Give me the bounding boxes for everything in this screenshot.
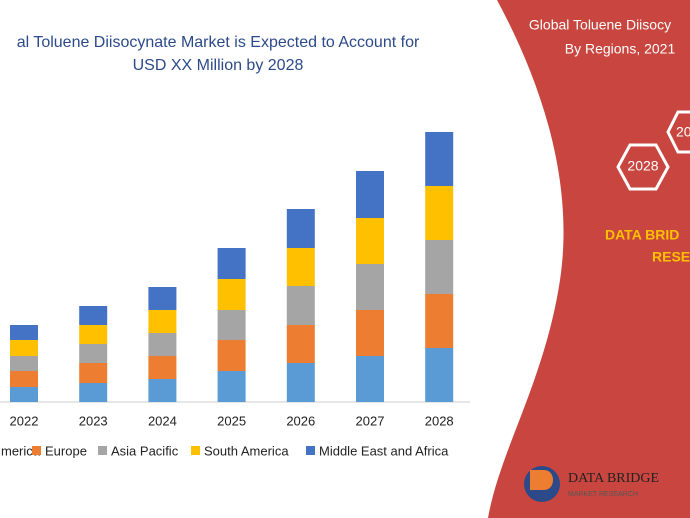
hexagon-label: 20 — [676, 124, 690, 140]
bar-segment — [10, 325, 38, 340]
bar-segment — [425, 294, 454, 348]
legend-label: South America — [204, 443, 289, 458]
x-tick-label: 2028 — [425, 413, 454, 428]
hexagon-label: 2028 — [627, 158, 658, 174]
side-panel — [488, 0, 690, 518]
bar-segment — [79, 344, 108, 363]
panel-heading: By Regions, 2021 — [565, 41, 676, 57]
legend-swatch — [306, 446, 315, 455]
logo-text: DATA BRIDGE — [568, 471, 659, 486]
x-tick-label: 2026 — [286, 413, 315, 428]
bar-segment — [148, 333, 177, 356]
bar-segment — [425, 132, 454, 186]
bar-segment — [217, 340, 246, 371]
x-tick-label: 2023 — [79, 413, 108, 428]
bar-segment — [356, 264, 384, 310]
x-tick-label: 2024 — [148, 413, 177, 428]
bar-segment — [356, 171, 384, 218]
bar-segment — [79, 325, 108, 344]
bar-segment — [217, 248, 246, 279]
logo-text: MARKET RESEARCH — [568, 491, 638, 498]
chart-title: USD XX Million by 2028 — [133, 57, 304, 74]
legend-swatch — [191, 446, 200, 455]
panel-heading: Global Toluene Diisocy — [529, 17, 671, 33]
legend-swatch — [98, 446, 107, 455]
chart-title: al Toluene Diisocynate Market is Expecte… — [17, 34, 420, 51]
bar-segment — [286, 248, 315, 286]
bar-segment — [425, 348, 454, 402]
bar-segment — [79, 363, 108, 383]
hexagon — [616, 143, 670, 191]
legend-label: Middle East and Africa — [319, 443, 449, 458]
bar-segment — [425, 240, 454, 294]
bar-segment — [148, 356, 177, 379]
bar-segment — [217, 310, 246, 340]
bar-segment — [217, 279, 246, 310]
legend-label: Asia Pacific — [111, 443, 179, 458]
brand: RESE — [652, 249, 690, 265]
logo-icon — [530, 470, 553, 490]
bar-segment — [10, 340, 38, 356]
bar-segment — [148, 287, 177, 310]
bar-segment — [286, 363, 315, 402]
bar-segment — [10, 387, 38, 402]
bar-segment — [79, 383, 108, 402]
bar-segment — [10, 356, 38, 371]
hexagon — [666, 110, 690, 154]
bar-segment — [10, 371, 38, 387]
bar-segment — [425, 186, 454, 240]
bar-segment — [286, 209, 315, 248]
legend-label: merica — [1, 443, 41, 458]
legend-swatch — [32, 446, 41, 455]
bar-segment — [148, 379, 177, 402]
brand: DATA BRID — [605, 227, 679, 243]
bar-segment — [217, 371, 246, 402]
bar-segment — [356, 356, 384, 402]
x-tick-label: 2025 — [217, 413, 246, 428]
bar-segment — [286, 325, 315, 363]
legend-label: Europe — [45, 443, 87, 458]
bar-segment — [286, 286, 315, 325]
x-tick-label: 2027 — [356, 413, 385, 428]
bar-segment — [148, 310, 177, 333]
bar-segment — [356, 218, 384, 264]
bar-segment — [356, 310, 384, 356]
x-tick-label: 2022 — [10, 413, 39, 428]
bar-segment — [79, 306, 108, 325]
